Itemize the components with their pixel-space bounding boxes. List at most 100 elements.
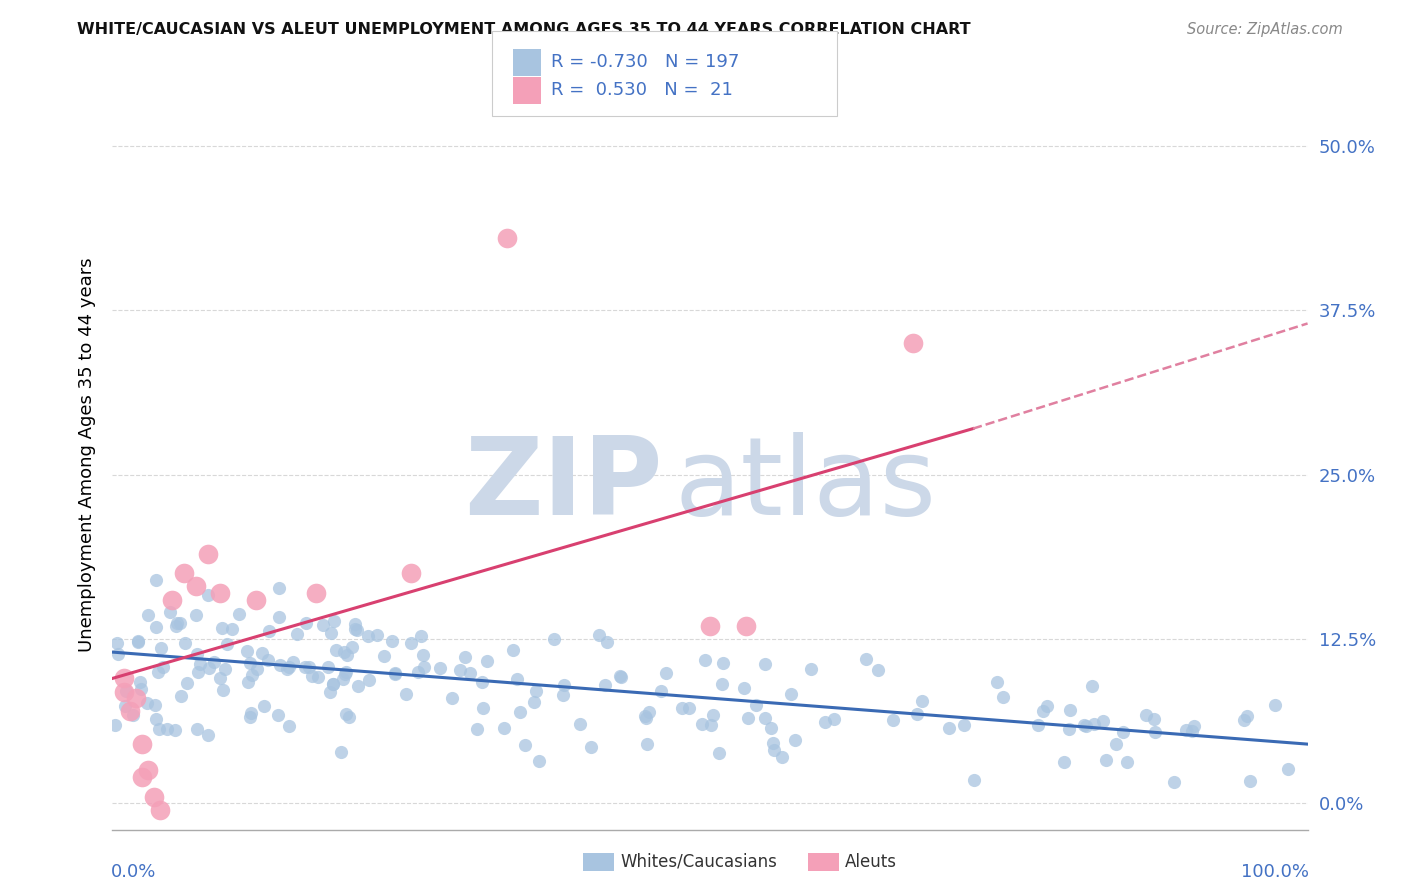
Point [780,687,803,701]
Point [395,687,418,701]
Point [1175,723,1198,738]
Point [278,660,301,674]
Point [242,667,264,681]
Point [127,635,149,649]
Point [1080,679,1102,693]
Point [332,672,354,686]
Point [366,628,388,642]
Point [759,721,782,735]
Text: ZIP: ZIP [464,432,662,538]
Point [121,708,143,723]
Point [814,714,837,729]
Point [1112,724,1135,739]
Point [1233,713,1256,727]
Point [882,714,904,728]
Point [159,605,181,619]
Point [129,682,152,697]
Point [322,677,344,691]
Point [855,652,877,666]
Point [735,619,758,633]
Point [131,770,153,784]
Point [325,643,347,657]
Point [1026,718,1049,732]
Point [253,698,276,713]
Point [267,610,290,624]
Point [173,636,195,650]
Point [283,655,305,669]
Point [693,653,716,667]
Point [770,749,793,764]
Point [346,623,368,637]
Point [197,588,219,602]
Point [700,718,723,732]
Point [131,737,153,751]
Point [187,665,209,680]
Point [165,619,187,633]
Point [441,691,464,706]
Point [246,662,269,676]
Point [186,579,208,593]
Point [259,624,281,639]
Point [149,803,172,817]
Point [523,695,546,709]
Point [145,574,167,588]
Point [170,689,193,703]
Y-axis label: Unemployment Among Ages 35 to 44 years: Unemployment Among Ages 35 to 44 years [77,258,96,652]
Point [104,718,127,732]
Point [905,706,928,721]
Point [336,648,359,662]
Point [143,698,166,713]
Point [1083,717,1105,731]
Point [588,627,610,641]
Point [136,608,159,623]
Point [1143,725,1166,739]
Point [754,711,776,725]
Point [737,711,759,725]
Point [319,685,342,699]
Point [211,621,233,635]
Point [120,704,142,718]
Point [527,754,550,768]
Point [307,669,329,683]
Point [228,607,250,621]
Text: Source: ZipAtlas.com: Source: ZipAtlas.com [1187,22,1343,37]
Point [321,626,343,640]
Point [543,632,565,646]
Point [105,636,128,650]
Point [239,706,262,720]
Text: 0.0%: 0.0% [111,863,156,881]
Point [551,688,574,702]
Point [472,701,495,715]
Point [1095,753,1118,767]
Point [333,666,356,681]
Point [1092,714,1115,728]
Point [903,336,925,351]
Point [347,679,370,693]
Point [449,663,471,677]
Point [146,665,169,680]
Point [1032,704,1054,718]
Point [337,709,360,723]
Point [269,657,291,672]
Point [114,699,136,714]
Point [454,650,477,665]
Point [496,231,519,245]
Point [298,660,321,674]
Point [176,675,198,690]
Point [252,646,274,660]
Point [678,700,700,714]
Point [502,643,524,657]
Point [301,669,323,683]
Text: 100.0%: 100.0% [1240,863,1309,881]
Point [209,586,232,600]
Point [186,647,208,661]
Point [1105,737,1128,751]
Point [655,666,678,681]
Point [145,620,167,634]
Point [553,678,575,692]
Point [145,712,167,726]
Point [596,635,619,649]
Point [1116,755,1139,769]
Point [911,693,934,707]
Point [294,660,316,674]
